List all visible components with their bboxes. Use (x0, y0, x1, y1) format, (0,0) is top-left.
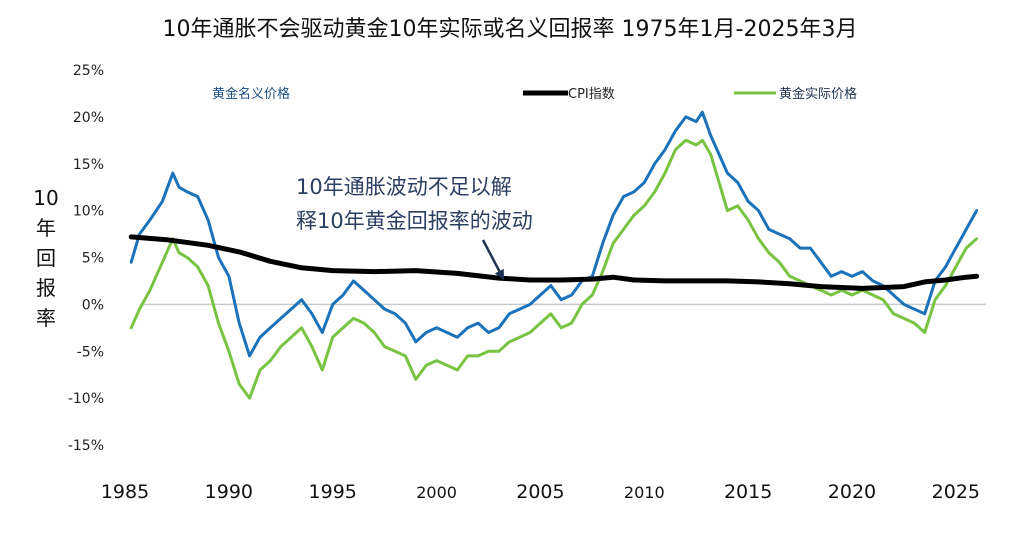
y-tick-label: -5% (77, 344, 104, 360)
annotation-arrow (481, 239, 505, 280)
annotation-line-1: 10年通胀波动不足以解 (296, 175, 512, 199)
series-line-real-gold (129, 138, 979, 400)
y-axis-label-part: 10 (33, 186, 58, 210)
y-tick-label: 0% (82, 297, 104, 313)
legend-label-nominal: 黄金名义价格 (212, 86, 290, 102)
y-axis-label-part: 回 (36, 246, 56, 270)
y-tick-label: 15% (73, 157, 104, 173)
legend-label-cpi: CPI指数 (568, 87, 615, 102)
y-axis-label: 10 年 回 报 率 (33, 186, 58, 330)
y-tick-label: 25% (73, 63, 104, 79)
annotation-line-2: 释10年黄金回报率的波动 (296, 209, 533, 233)
x-tick-label: 2010 (624, 483, 665, 502)
x-tick-label: 2025 (932, 481, 980, 503)
y-axis-label-part: 率 (36, 306, 56, 330)
y-axis-ticks: 25% 20% 15% 10% 5% 0% -5% -10% -15% (68, 63, 104, 454)
legend-label-real: 黄金实际价格 (779, 86, 857, 102)
x-tick-label: 2015 (724, 481, 772, 503)
annotation: 10年通胀波动不足以解 释10年黄金回报率的波动 (296, 175, 533, 280)
x-tick-label: 1995 (309, 481, 357, 503)
x-axis-ticks: 1985 1990 1995 2000 2005 2010 2015 2020 2025 (101, 481, 980, 503)
y-tick-label: 5% (82, 251, 104, 267)
chart-title: 10年通胀不会驱动黄金10年实际或名义回报率 1975年1月-2025年3月 (163, 17, 858, 42)
y-axis-label-part: 年 (36, 216, 56, 240)
series-line-cpi (128, 234, 980, 291)
x-tick-label: 2000 (416, 483, 457, 502)
y-tick-label: -10% (68, 391, 104, 407)
x-tick-label: 2020 (828, 481, 876, 503)
y-axis-label-part: 报 (36, 276, 56, 300)
y-tick-label: -15% (68, 438, 104, 454)
x-tick-label: 2005 (516, 481, 564, 503)
series-layer (128, 110, 980, 400)
x-tick-label: 1990 (205, 481, 253, 503)
x-tick-label: 1985 (101, 481, 149, 503)
legend: 黄金名义价格 CPI指数 黄金实际价格 (212, 86, 857, 102)
series-line-nominal-gold (129, 110, 979, 358)
y-tick-label: 10% (73, 204, 104, 220)
y-tick-label: 20% (73, 110, 104, 126)
